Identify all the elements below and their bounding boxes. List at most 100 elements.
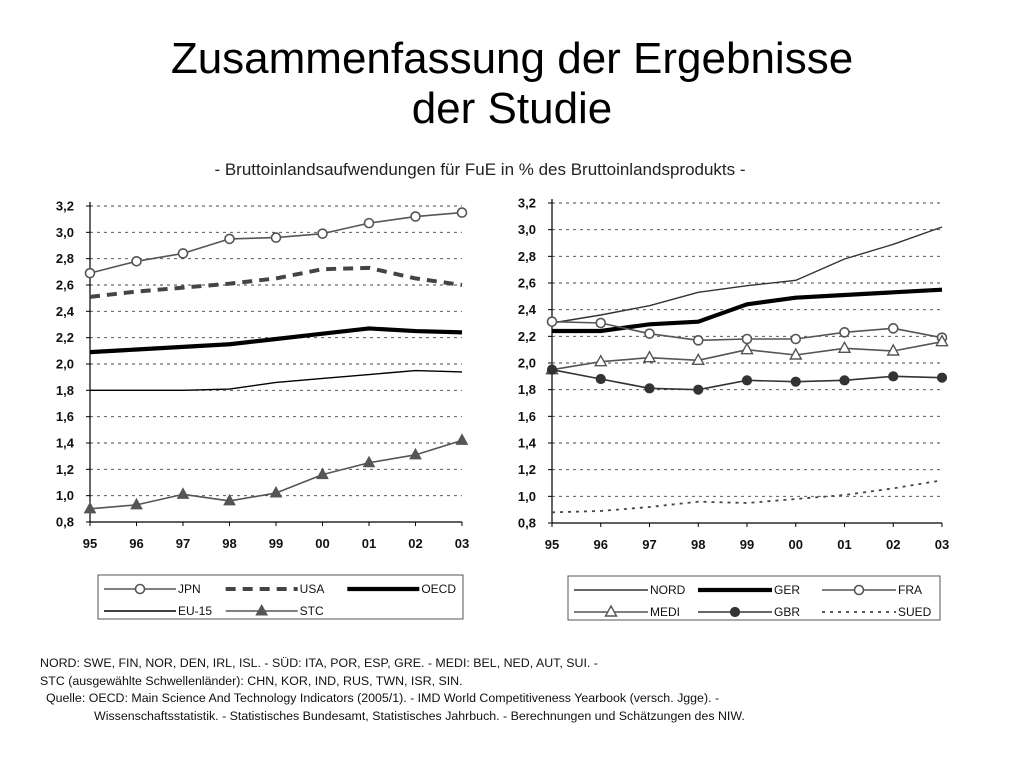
y-tick-label: 2,0 bbox=[518, 356, 536, 371]
legend-box bbox=[97, 574, 464, 620]
y-tick-label: 1,6 bbox=[56, 409, 74, 424]
y-tick-label: 3,0 bbox=[56, 225, 74, 240]
x-tick-label: 02 bbox=[408, 536, 422, 551]
data-point-medi bbox=[837, 340, 852, 354]
y-tick-label: 0,8 bbox=[518, 516, 536, 531]
legend-label-medi: MEDI bbox=[650, 605, 680, 619]
legend-label-usa: USA bbox=[300, 582, 325, 596]
data-point-gbr bbox=[546, 364, 558, 375]
data-point-gbr bbox=[888, 371, 899, 382]
grid bbox=[552, 202, 942, 524]
data-point-gbr bbox=[693, 384, 704, 395]
y-tick-label: 1,8 bbox=[518, 382, 536, 397]
data-point-jpn bbox=[84, 267, 96, 279]
y-tick-label: 1,8 bbox=[56, 383, 74, 398]
x-tick-label: 99 bbox=[740, 537, 754, 552]
data-point-stc bbox=[362, 455, 376, 468]
note-source-cont: Wissenschaftsstatistik. - Statistisches … bbox=[94, 708, 745, 723]
x-tick-label: 96 bbox=[129, 536, 143, 551]
y-tick-label: 2,8 bbox=[518, 249, 536, 264]
data-point-fra bbox=[790, 333, 802, 345]
data-point-jpn bbox=[456, 207, 468, 218]
x-tick-label: 01 bbox=[837, 537, 851, 552]
legend-label-stc: STC bbox=[300, 604, 324, 618]
chart-left: 0,8 1,0 1,2 1,4 1,6 1,8 2,0 2,2 2,4 2,6 2,8 3,0 3,2 9… bbox=[56, 199, 469, 620]
series-line-ger bbox=[552, 287, 943, 334]
series-fra bbox=[546, 316, 948, 346]
legend-label-ger: GER bbox=[774, 583, 800, 597]
chart-subtitle: - Bruttoinlandsaufwendungen für FuE in %… bbox=[214, 160, 746, 179]
series-stc bbox=[83, 433, 469, 514]
y-tick-label: 1,2 bbox=[56, 462, 74, 477]
title-line-1: Zusammenfassung der Ergebnisse bbox=[170, 34, 854, 83]
series-usa bbox=[89, 265, 463, 299]
page-title: Zusammenfassung der Ergebnisse der Studi… bbox=[0, 34, 1024, 134]
data-point-stc bbox=[223, 493, 236, 506]
legend-label-gbr: GBR bbox=[774, 605, 800, 619]
x-tick-label: 97 bbox=[642, 537, 656, 552]
legend: JPN USA OECD EU-15 STC bbox=[97, 574, 464, 620]
y-tick-label: 2,0 bbox=[56, 357, 74, 372]
note-stc: STC (ausgewählte Schwellenländer): CHN, … bbox=[40, 673, 463, 688]
series-line-nord bbox=[551, 226, 943, 324]
x-tick-label: 96 bbox=[594, 537, 608, 552]
x-tick-label: 01 bbox=[362, 536, 376, 551]
y-tick-label: 2,2 bbox=[56, 330, 74, 345]
note-source: Quelle: OECD: Main Science And Technolog… bbox=[46, 691, 720, 706]
x-tick-label: 98 bbox=[222, 536, 236, 551]
data-point-medi bbox=[789, 347, 803, 360]
y-tick-label: 1,2 bbox=[518, 462, 536, 477]
series-line-usa bbox=[89, 265, 463, 299]
data-point-jpn bbox=[131, 256, 142, 267]
data-point-stc bbox=[455, 433, 469, 445]
data-point-fra bbox=[644, 328, 655, 339]
series-eu-15 bbox=[90, 369, 463, 392]
data-point-medi bbox=[740, 342, 754, 355]
legend-label-sued: SUED bbox=[898, 605, 932, 619]
chart-right: 0,8 1,0 1,2 1,4 1,6 1,8 2,0 2,2 2,4 2,6 2,8 3,0 3,2 9… bbox=[518, 196, 949, 621]
data-point-medi bbox=[886, 343, 900, 356]
title-line-2: der Studie bbox=[411, 84, 613, 133]
footnotes: NORD: SWE, FIN, NOR, DEN, IRL, ISL. - SÜ… bbox=[40, 655, 1000, 725]
y-tick-label: 0,8 bbox=[56, 515, 74, 530]
series-ger bbox=[552, 287, 943, 334]
data-point-medi bbox=[594, 354, 608, 367]
data-point-medi bbox=[691, 352, 705, 366]
data-point-stc bbox=[316, 467, 329, 480]
y-tick-label: 1,4 bbox=[56, 436, 75, 451]
y-tick-label: 2,4 bbox=[56, 304, 75, 319]
series-line-stc bbox=[89, 439, 463, 510]
y-tick-label: 3,2 bbox=[56, 199, 74, 214]
data-point-stc bbox=[176, 487, 190, 499]
y-tick-label: 1,0 bbox=[518, 489, 536, 504]
legend: NORD GER FRA MEDI GBR SUED bbox=[567, 575, 941, 621]
data-point-jpn bbox=[270, 232, 282, 243]
data-point-stc bbox=[269, 485, 283, 498]
legend-marker-fra bbox=[853, 584, 865, 596]
x-tick-label: 00 bbox=[315, 536, 329, 551]
data-point-jpn bbox=[410, 211, 421, 222]
data-point-fra bbox=[741, 333, 753, 345]
x-tick-label: 97 bbox=[176, 536, 190, 551]
y-tick-label: 2,2 bbox=[518, 329, 536, 344]
data-point-gbr bbox=[595, 373, 606, 385]
data-point-medi bbox=[935, 334, 949, 347]
data-point-fra bbox=[595, 317, 607, 329]
series-gbr bbox=[546, 364, 948, 395]
y-tick-label: 2,6 bbox=[56, 278, 74, 293]
x-tick-label: 02 bbox=[886, 537, 900, 552]
y-tick-label: 3,2 bbox=[518, 196, 536, 211]
data-point-jpn bbox=[317, 228, 328, 239]
y-tick-label: 3,0 bbox=[518, 222, 536, 237]
legend-label-jpn: JPN bbox=[178, 582, 201, 596]
series-oecd bbox=[89, 326, 463, 355]
y-tick-label: 1,6 bbox=[518, 409, 536, 424]
legend-label-fra: FRA bbox=[898, 583, 922, 597]
legend-marker-gbr bbox=[729, 606, 741, 618]
series-line-sued bbox=[551, 479, 943, 514]
y-tick-label: 2,4 bbox=[518, 302, 537, 317]
x-tick-label: 03 bbox=[935, 537, 949, 552]
legend-box bbox=[567, 575, 941, 621]
data-point-gbr bbox=[644, 383, 655, 394]
y-tick-label: 1,4 bbox=[518, 436, 537, 451]
